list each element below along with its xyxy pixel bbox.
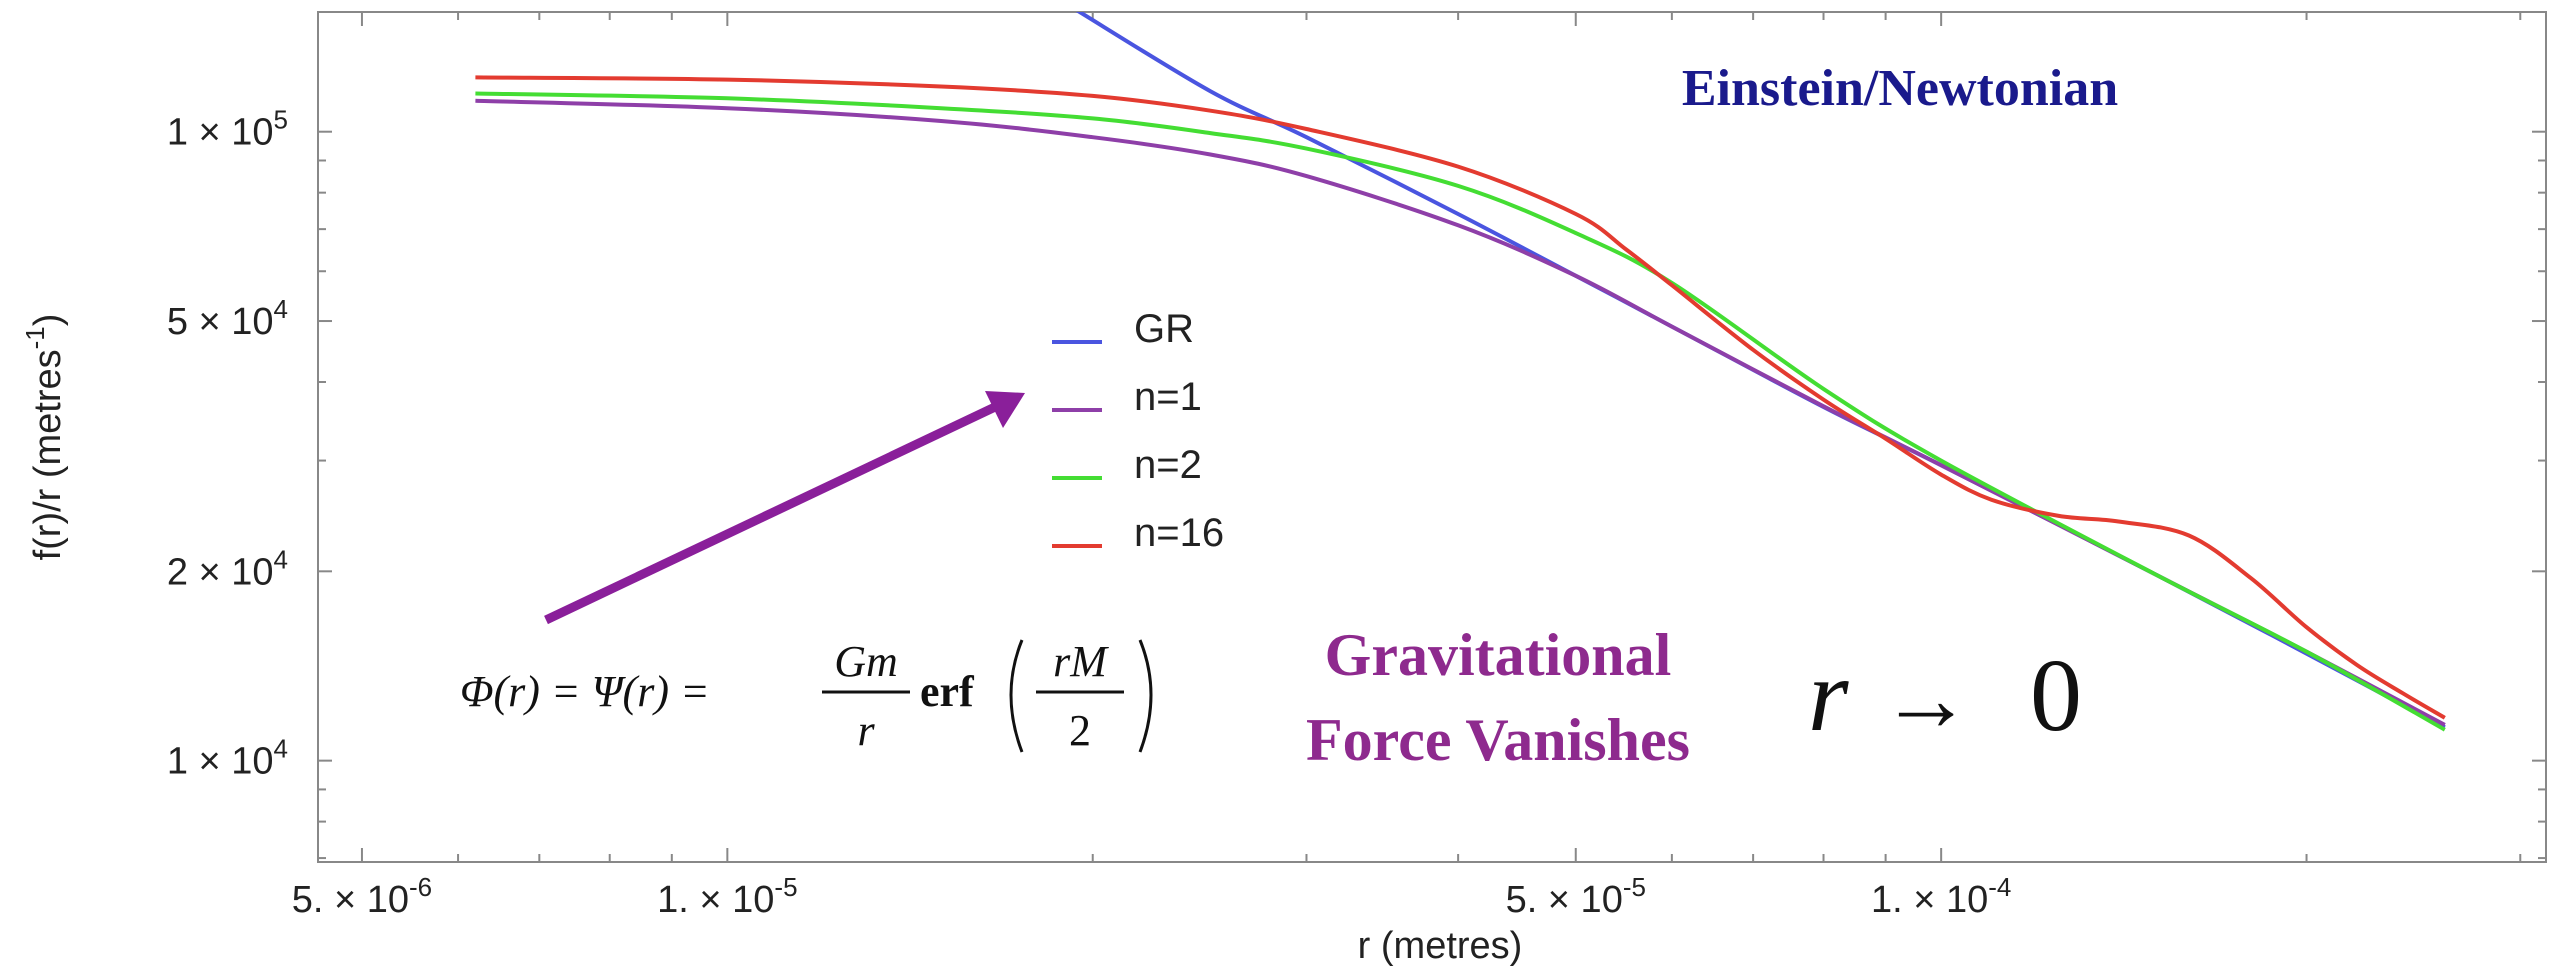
y-tick-label: 2 × 104 bbox=[167, 544, 288, 593]
y-axis-title-sup: -1 bbox=[20, 326, 50, 349]
x-tick-label: 5. × 10-6 bbox=[292, 872, 432, 921]
potential-formula: Φ(r) = Ψ(r) = Gm r erf rM 2 bbox=[460, 637, 1153, 755]
series-line-n-2 bbox=[475, 91, 2446, 732]
y-tick-label: 1 × 104 bbox=[167, 734, 288, 783]
formula-arg-denominator: 2 bbox=[1069, 706, 1091, 755]
y-tick-mantissa: 1 × 10 bbox=[167, 112, 274, 154]
series-line-n-16 bbox=[475, 75, 2446, 720]
formula-lhs: Φ(r) = Ψ(r) = bbox=[460, 667, 710, 716]
annotation-arrow bbox=[544, 391, 1025, 625]
y-tick-mantissa: 2 × 10 bbox=[167, 551, 274, 593]
plot-frame bbox=[317, 11, 2547, 863]
limit-expression: r → 0 bbox=[1808, 638, 2082, 753]
y-axis-title-main: f(r)/r (metres bbox=[27, 349, 69, 560]
formula-left-paren bbox=[1009, 639, 1024, 753]
y-tick-label: 5 × 104 bbox=[167, 294, 288, 343]
formula-function: erf bbox=[920, 667, 975, 716]
x-tick-exponent: -5 bbox=[774, 872, 797, 902]
x-tick-label: 5. × 10-5 bbox=[1506, 872, 1646, 921]
formula-numerator: Gm bbox=[834, 637, 898, 686]
formula-right-paren bbox=[1138, 639, 1153, 753]
y-axis-title-close: ) bbox=[27, 314, 69, 327]
x-tick-label: 1. × 10-5 bbox=[657, 872, 797, 921]
y-tick-label: 1 × 105 bbox=[167, 105, 288, 154]
x-tick-mantissa: 1. × 10 bbox=[1871, 879, 1988, 921]
x-tick-exponent: -6 bbox=[409, 872, 432, 902]
limit-zero: 0 bbox=[2030, 638, 2082, 753]
limit-arrow: → bbox=[1880, 648, 1972, 750]
limit-r: r bbox=[1808, 638, 1849, 753]
force-vanishes-line2: Force Vanishes bbox=[1306, 707, 1690, 773]
x-tick-label: 1. × 10-4 bbox=[1871, 872, 2011, 921]
axis-ticks: 5. × 10-6 1. × 10-5 5. × 10-5 1. × 10-41 × … bbox=[167, 12, 2546, 921]
y-axis-title: f(r)/r (metres-1) bbox=[20, 314, 69, 561]
legend-label-n-16: n=16 bbox=[1134, 511, 1224, 555]
legend: GR n=1 n=2 n=16 bbox=[1052, 307, 1224, 555]
x-tick-exponent: -4 bbox=[1988, 872, 2011, 902]
x-tick-exponent: -5 bbox=[1623, 872, 1646, 902]
x-axis-title: r (metres) bbox=[1358, 925, 1523, 967]
y-tick-exponent: 4 bbox=[274, 734, 288, 764]
legend-label-n-2: n=2 bbox=[1134, 443, 1202, 487]
x-tick-mantissa: 5. × 10 bbox=[292, 879, 409, 921]
arrow-head bbox=[985, 391, 1025, 428]
legend-label-n-1: n=1 bbox=[1134, 375, 1202, 419]
y-tick-mantissa: 1 × 10 bbox=[167, 741, 274, 783]
y-tick-exponent: 4 bbox=[274, 544, 288, 574]
legend-label-gr: GR bbox=[1134, 307, 1194, 351]
y-tick-exponent: 5 bbox=[274, 105, 288, 135]
einstein-newtonian-label: Einstein/Newtonian bbox=[1682, 60, 2118, 117]
series-line-gr bbox=[1075, 12, 2446, 730]
formula-arg-numerator: rM bbox=[1053, 637, 1109, 686]
y-tick-exponent: 4 bbox=[274, 294, 288, 324]
force-vanishes-line1: Gravitational bbox=[1325, 622, 1672, 688]
arrow-shaft bbox=[544, 402, 997, 625]
y-tick-mantissa: 5 × 10 bbox=[167, 301, 274, 343]
curves bbox=[475, 12, 2446, 732]
formula-denominator: r bbox=[857, 706, 875, 755]
x-tick-mantissa: 5. × 10 bbox=[1506, 879, 1623, 921]
x-tick-mantissa: 1. × 10 bbox=[657, 879, 774, 921]
